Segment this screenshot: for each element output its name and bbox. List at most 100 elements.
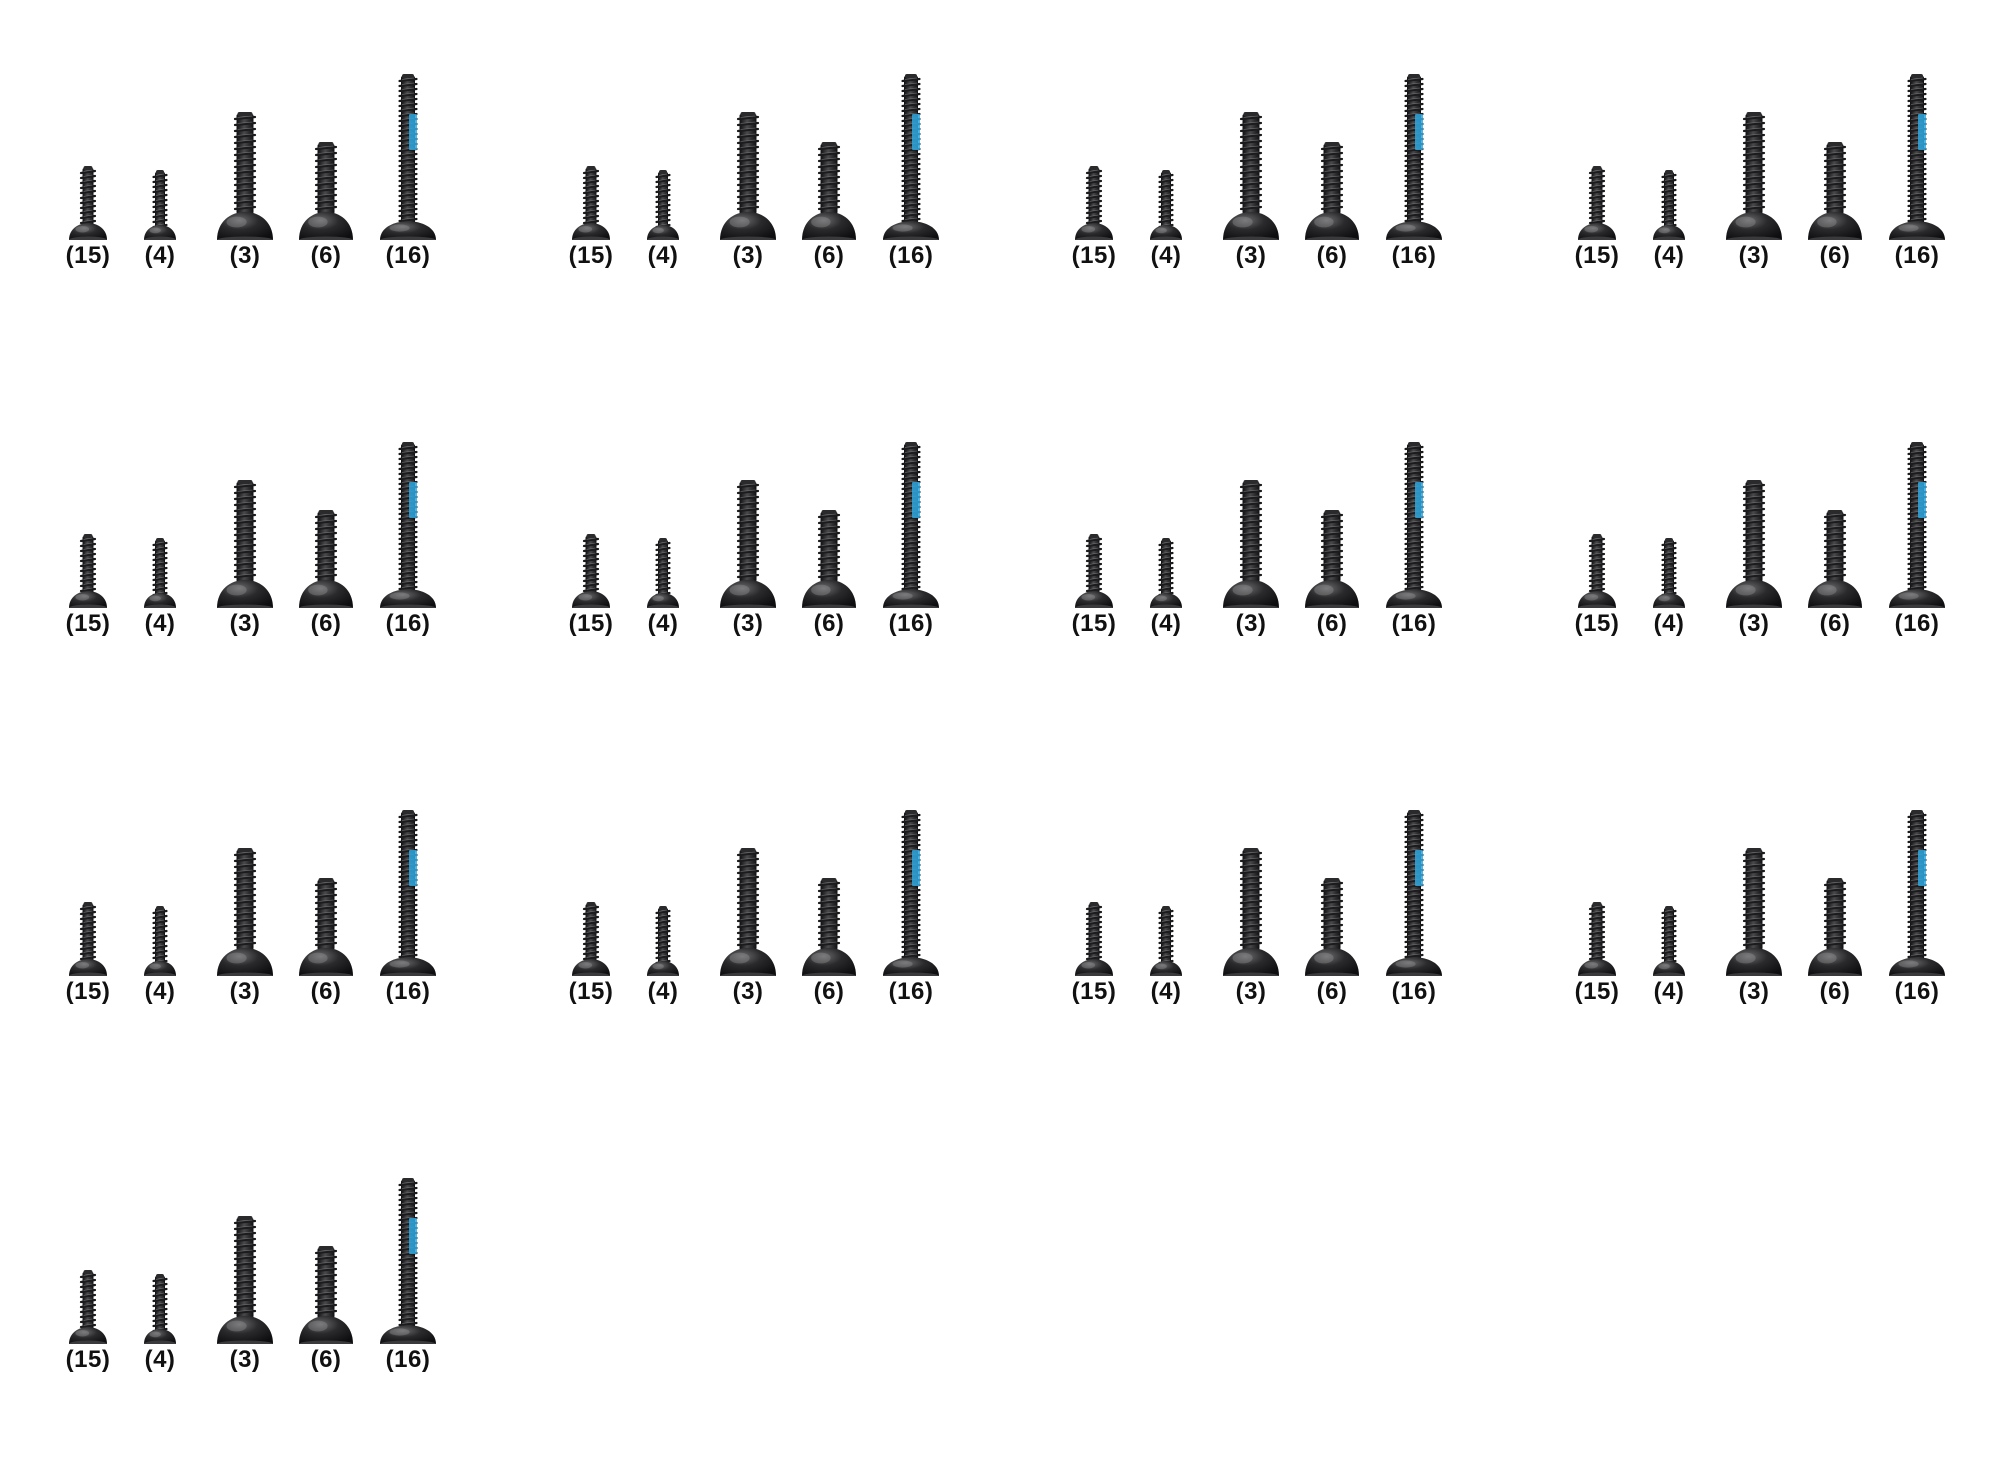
screw-icon xyxy=(883,810,939,976)
screw-icon xyxy=(1223,112,1279,240)
screw-label: (15) xyxy=(1071,242,1117,269)
screw-icon xyxy=(802,878,856,976)
screw-icon xyxy=(883,442,939,608)
screw-label: (4) xyxy=(1150,978,1182,1005)
screw-set-illustration xyxy=(1578,442,1945,608)
screw-set: (15) (4) (3) (6) (16) xyxy=(1559,438,1959,668)
screw-label: (16) xyxy=(385,978,431,1005)
screw-set: (15) (4) (3) (6) (16) xyxy=(553,438,953,668)
screw-icon xyxy=(1653,906,1685,976)
screw-label: (16) xyxy=(385,610,431,637)
screw-icon xyxy=(647,538,679,608)
screw-set: (15) (4) (3) (6) (16) xyxy=(50,1174,450,1404)
screw-icon xyxy=(1578,534,1616,608)
screw-icon xyxy=(380,810,436,976)
screw-icon xyxy=(572,534,610,608)
screw-icon xyxy=(1889,442,1945,608)
screw-label: (3) xyxy=(1235,610,1267,637)
screw-icon xyxy=(144,538,176,608)
screw-label: (3) xyxy=(229,1346,261,1373)
screw-icon xyxy=(1578,166,1616,240)
screw-label: (4) xyxy=(647,242,679,269)
screw-icon xyxy=(69,534,107,608)
screw-label: (15) xyxy=(65,242,111,269)
screw-label: (15) xyxy=(65,1346,111,1373)
screw-label: (6) xyxy=(1819,242,1851,269)
screw-icon xyxy=(217,112,273,240)
screw-set-illustration xyxy=(69,74,436,240)
screw-label: (15) xyxy=(1574,242,1620,269)
screw-icon xyxy=(69,902,107,976)
screw-label: (6) xyxy=(1316,978,1348,1005)
screw-icon xyxy=(144,906,176,976)
screw-label: (3) xyxy=(1738,610,1770,637)
screw-icon xyxy=(380,1178,436,1344)
screw-icon xyxy=(299,878,353,976)
screw-label: (16) xyxy=(1391,242,1437,269)
screw-icon xyxy=(217,848,273,976)
screw-icon xyxy=(1653,538,1685,608)
screw-icon xyxy=(380,74,436,240)
screw-label: (15) xyxy=(1071,978,1117,1005)
screw-icon xyxy=(1223,480,1279,608)
screw-set: (15) (4) (3) (6) (16) xyxy=(1056,438,1456,668)
screw-icon xyxy=(1150,906,1182,976)
screw-icon xyxy=(1305,510,1359,608)
screw-icon xyxy=(1726,112,1782,240)
screw-icon xyxy=(1653,170,1685,240)
screw-icon xyxy=(1578,902,1616,976)
screw-icon xyxy=(572,166,610,240)
screw-label: (4) xyxy=(647,978,679,1005)
screw-label: (15) xyxy=(568,610,614,637)
screw-set-illustration xyxy=(69,442,436,608)
screw-set-illustration xyxy=(572,442,939,608)
screw-set-illustration xyxy=(1075,442,1442,608)
screw-label: (4) xyxy=(144,978,176,1005)
screw-label: (16) xyxy=(1894,242,1940,269)
screw-icon xyxy=(217,1216,273,1344)
screw-set: (15) (4) (3) (6) (16) xyxy=(50,806,450,1036)
screw-label: (3) xyxy=(732,242,764,269)
screw-set-illustration xyxy=(1578,810,1945,976)
screw-set: (15) (4) (3) (6) (16) xyxy=(1056,806,1456,1036)
screw-icon xyxy=(1150,170,1182,240)
screw-label: (3) xyxy=(229,978,261,1005)
screw-label: (16) xyxy=(888,242,934,269)
screw-icon xyxy=(1889,810,1945,976)
screw-label: (16) xyxy=(1391,978,1437,1005)
screw-icon xyxy=(1386,810,1442,976)
screw-icon xyxy=(1305,142,1359,240)
screw-icon xyxy=(1726,848,1782,976)
screw-icon xyxy=(380,442,436,608)
screw-icon xyxy=(1726,480,1782,608)
screw-label: (16) xyxy=(888,610,934,637)
screw-label: (6) xyxy=(813,978,845,1005)
screw-label: (4) xyxy=(144,242,176,269)
screw-icon xyxy=(647,906,679,976)
screw-label: (4) xyxy=(1653,610,1685,637)
screw-icon xyxy=(572,902,610,976)
screw-set: (15) (4) (3) (6) (16) xyxy=(50,438,450,668)
screw-label: (4) xyxy=(144,1346,176,1373)
screw-label: (4) xyxy=(647,610,679,637)
screw-label: (3) xyxy=(1738,978,1770,1005)
screw-set: (15) (4) (3) (6) (16) xyxy=(553,806,953,1036)
screw-icon xyxy=(1075,166,1113,240)
screw-label: (3) xyxy=(1235,978,1267,1005)
screw-icon xyxy=(720,480,776,608)
screw-label: (6) xyxy=(310,1346,342,1373)
screw-icon xyxy=(720,112,776,240)
screw-icon xyxy=(299,142,353,240)
screw-set-illustration xyxy=(572,810,939,976)
screw-label: (6) xyxy=(310,610,342,637)
screw-label: (15) xyxy=(568,978,614,1005)
screw-label: (3) xyxy=(1235,242,1267,269)
screw-set-illustration xyxy=(572,74,939,240)
screw-label: (4) xyxy=(1150,610,1182,637)
screw-label: (6) xyxy=(310,242,342,269)
screw-label: (16) xyxy=(385,242,431,269)
screw-icon xyxy=(1223,848,1279,976)
screw-label: (16) xyxy=(888,978,934,1005)
screw-icon xyxy=(647,170,679,240)
